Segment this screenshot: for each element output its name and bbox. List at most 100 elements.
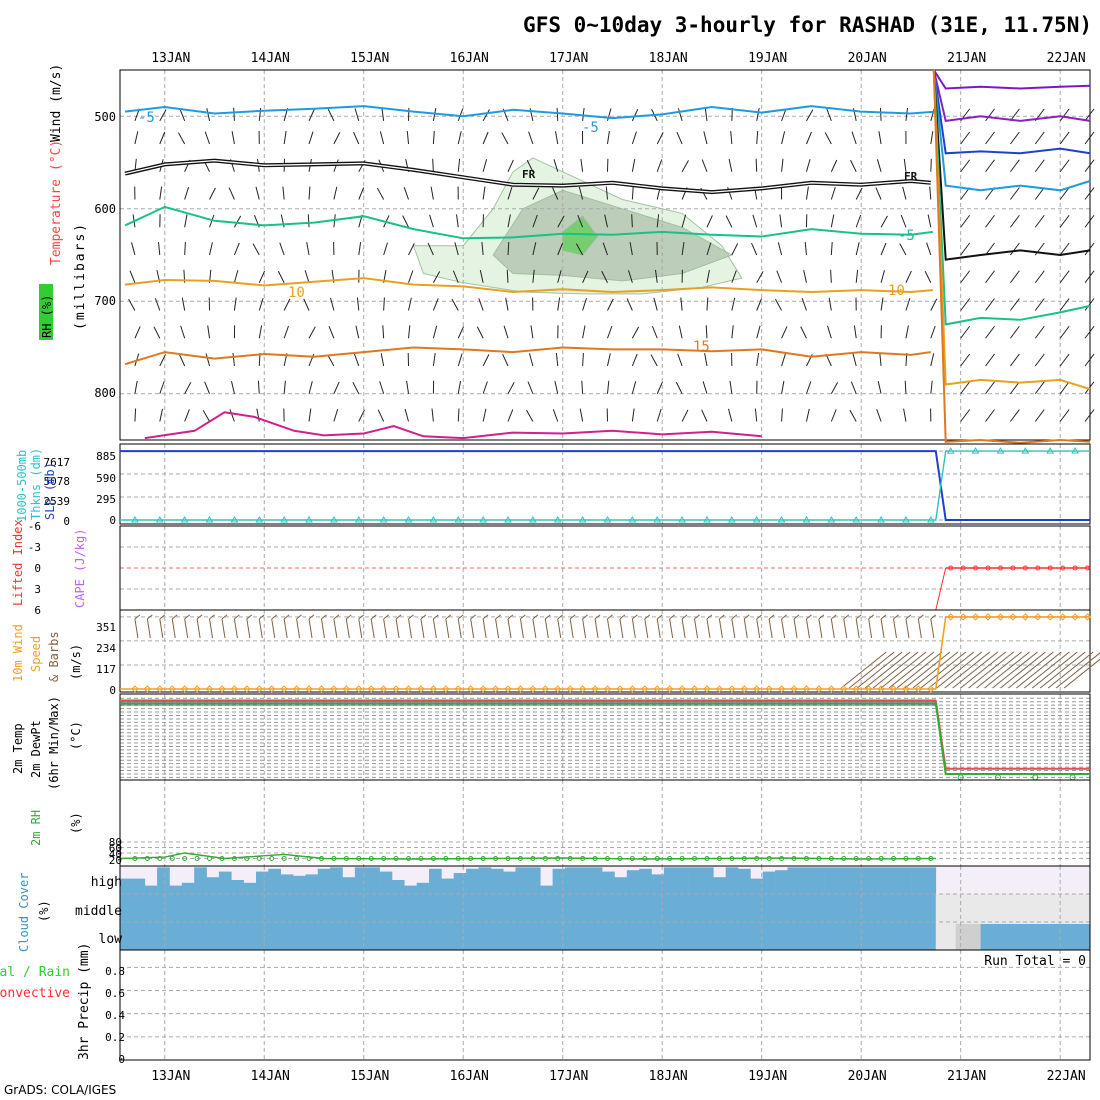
wind10-marker — [255, 685, 263, 693]
wind-barb — [805, 381, 812, 394]
rh2m-marker — [629, 856, 635, 861]
wind-barb — [333, 132, 341, 145]
wind-barb — [781, 108, 787, 122]
wind-barb — [328, 326, 335, 339]
wind-barb — [681, 214, 687, 228]
wind10-barb — [1000, 651, 1046, 689]
rh2m-marker — [169, 856, 175, 861]
wind-barb — [382, 325, 385, 339]
wind-barb — [432, 325, 438, 339]
wind10-barb — [196, 614, 203, 620]
wind10-marker — [454, 685, 462, 693]
wind10-barb — [147, 614, 153, 620]
wind10-marker — [442, 685, 450, 693]
rh2m-marker — [468, 856, 474, 861]
wind-barb — [403, 187, 409, 200]
wind10-barb — [669, 614, 675, 620]
wind10-barb — [221, 618, 226, 639]
rh2m-marker — [281, 856, 287, 861]
wind-barb — [731, 325, 734, 339]
rh2m-marker — [903, 856, 909, 861]
thickness-marker — [996, 447, 1005, 454]
wind10-barb — [569, 618, 574, 639]
li-tick-minus6: -6 — [28, 520, 41, 533]
isotherm-line — [124, 277, 933, 294]
wind10-barb — [346, 614, 352, 620]
wind10-barb — [582, 614, 588, 620]
rh2m-marker — [915, 856, 921, 861]
wind-barb — [628, 270, 633, 283]
wind-barb — [706, 297, 709, 311]
rh2m-marker — [368, 856, 374, 861]
high-cloud-bar — [688, 867, 702, 894]
wind-barb — [304, 270, 310, 283]
wind-barb — [830, 214, 835, 228]
thickness-marker — [305, 516, 313, 523]
isotherm-line — [124, 105, 936, 120]
wind-barb — [781, 326, 788, 339]
wind-barb — [205, 353, 211, 367]
wind-barb — [557, 215, 565, 228]
wind-barb — [555, 353, 559, 367]
rh2m-marker — [716, 856, 722, 861]
wind-barb — [830, 159, 838, 172]
date-label-top: 14JAN — [251, 51, 290, 66]
wind10-barb — [756, 618, 761, 639]
wind-barb — [800, 326, 807, 339]
wind10-barb — [984, 651, 1030, 689]
wind-barb — [701, 159, 708, 172]
wind10-marker — [728, 685, 736, 693]
wind10-barb — [656, 614, 663, 620]
ylabel-thickness-2: Thkns (dm) — [29, 448, 43, 520]
high-cloud-bar — [268, 868, 281, 894]
wind10-barb — [420, 614, 427, 620]
wind10-barb — [781, 618, 786, 639]
rh2m-marker — [704, 856, 710, 861]
wind-barb — [352, 381, 360, 394]
wind-barb — [134, 380, 138, 394]
wind-barb — [432, 158, 434, 172]
thickness-marker — [946, 447, 955, 454]
high-cloud-bar — [626, 870, 640, 894]
wind10-barb — [768, 618, 773, 639]
wind10-barb — [233, 618, 238, 639]
rh2m-marker — [580, 856, 586, 861]
rh2m-marker — [542, 856, 548, 861]
lifted-index-marker — [997, 565, 1003, 571]
wind10-marker — [765, 685, 773, 693]
wind-barb — [159, 408, 163, 422]
rh2m-marker — [418, 856, 424, 861]
wind10-barb — [308, 614, 315, 620]
high-cloud-bar — [614, 877, 628, 894]
thickness-marker — [653, 516, 662, 523]
wind10-barb — [495, 614, 501, 620]
thickness-marker — [255, 516, 264, 523]
wind10-marker — [1058, 613, 1067, 621]
wind10-barb — [1063, 658, 1100, 689]
wind-barb — [404, 408, 409, 422]
high-cloud-bar — [169, 885, 183, 894]
date-label-bottom: 20JAN — [848, 1069, 887, 1084]
wind10-marker — [230, 685, 239, 693]
wind10-barb — [470, 614, 477, 620]
wind-barb — [283, 380, 286, 394]
wind-barb — [960, 242, 971, 256]
wind-barb — [902, 186, 907, 200]
ylabel-slp: SLP (mb) — [43, 462, 57, 520]
rh2m-marker — [132, 856, 138, 861]
wind-barb — [805, 408, 810, 422]
slp-tick-0: 0 — [109, 514, 116, 527]
wind10-barb — [196, 618, 201, 639]
wind-barb — [875, 187, 882, 200]
wind10-marker — [877, 685, 885, 693]
isotherm-label-15: 15 — [693, 339, 710, 355]
wind-barb — [454, 242, 459, 256]
wind10-marker — [268, 685, 276, 693]
wind-barb — [681, 409, 689, 422]
wind10-barb — [271, 618, 276, 639]
wind-barb — [960, 159, 971, 173]
thickness-tick-0: 0 — [63, 515, 70, 528]
slp-tick-590: 590 — [96, 472, 116, 485]
wind10-barb — [831, 614, 837, 620]
